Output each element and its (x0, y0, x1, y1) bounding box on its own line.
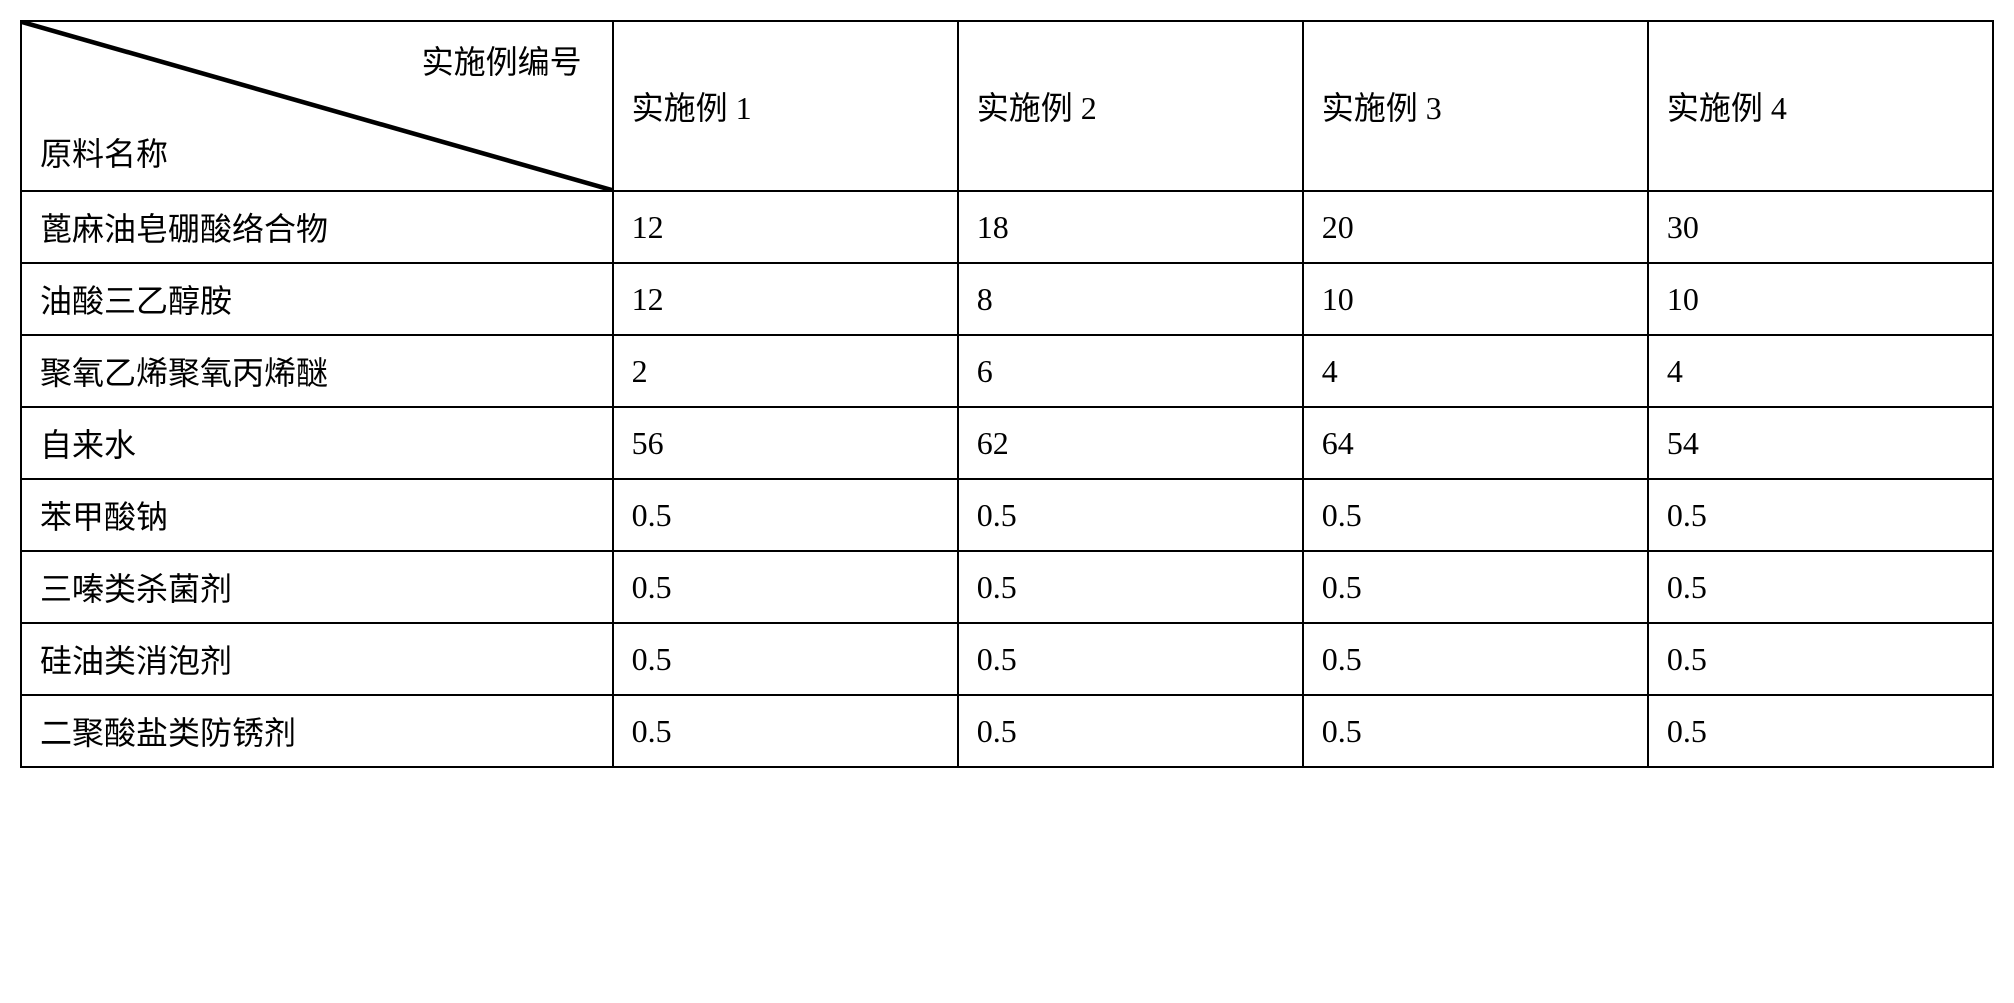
table-row: 油酸三乙醇胺 12 8 10 10 (21, 263, 1993, 335)
material-value: 0.5 (613, 479, 958, 551)
material-value: 12 (613, 191, 958, 263)
material-name: 蓖麻油皂硼酸络合物 (21, 191, 613, 263)
material-value: 0.5 (1303, 551, 1648, 623)
material-value: 8 (958, 263, 1303, 335)
material-value: 10 (1303, 263, 1648, 335)
material-name: 聚氧乙烯聚氧丙烯醚 (21, 335, 613, 407)
diagonal-container: 实施例编号 原料名称 (22, 22, 612, 190)
table-row: 硅油类消泡剂 0.5 0.5 0.5 0.5 (21, 623, 1993, 695)
material-value: 0.5 (958, 695, 1303, 767)
material-name: 三嗪类杀菌剂 (21, 551, 613, 623)
material-value: 0.5 (613, 695, 958, 767)
diagonal-header-cell: 实施例编号 原料名称 (21, 21, 613, 191)
material-value: 56 (613, 407, 958, 479)
material-value: 0.5 (1648, 695, 1993, 767)
material-value: 30 (1648, 191, 1993, 263)
material-name: 油酸三乙醇胺 (21, 263, 613, 335)
table-row: 蓖麻油皂硼酸络合物 12 18 20 30 (21, 191, 1993, 263)
table-row: 二聚酸盐类防锈剂 0.5 0.5 0.5 0.5 (21, 695, 1993, 767)
composition-table: 实施例编号 原料名称 实施例 1 实施例 2 实施例 3 实施例 4 蓖麻油皂硼… (20, 20, 1994, 768)
material-name: 苯甲酸钠 (21, 479, 613, 551)
material-value: 0.5 (958, 623, 1303, 695)
material-value: 4 (1303, 335, 1648, 407)
material-value: 0.5 (1303, 695, 1648, 767)
material-name: 自来水 (21, 407, 613, 479)
material-value: 0.5 (1648, 551, 1993, 623)
material-value: 0.5 (1648, 623, 1993, 695)
material-value: 54 (1648, 407, 1993, 479)
material-value: 62 (958, 407, 1303, 479)
material-value: 2 (613, 335, 958, 407)
table-row: 自来水 56 62 64 54 (21, 407, 1993, 479)
table-row: 苯甲酸钠 0.5 0.5 0.5 0.5 (21, 479, 1993, 551)
column-header: 实施例 2 (958, 21, 1303, 191)
header-row: 实施例编号 原料名称 实施例 1 实施例 2 实施例 3 实施例 4 (21, 21, 1993, 191)
material-value: 6 (958, 335, 1303, 407)
material-value: 0.5 (1303, 479, 1648, 551)
table-row: 三嗪类杀菌剂 0.5 0.5 0.5 0.5 (21, 551, 1993, 623)
material-value: 0.5 (1303, 623, 1648, 695)
material-name: 硅油类消泡剂 (21, 623, 613, 695)
table-row: 聚氧乙烯聚氧丙烯醚 2 6 4 4 (21, 335, 1993, 407)
material-value: 0.5 (958, 551, 1303, 623)
material-value: 18 (958, 191, 1303, 263)
column-header: 实施例 3 (1303, 21, 1648, 191)
column-header: 实施例 4 (1648, 21, 1993, 191)
material-value: 0.5 (958, 479, 1303, 551)
header-top-right-label: 实施例编号 (422, 37, 582, 83)
material-value: 4 (1648, 335, 1993, 407)
column-header: 实施例 1 (613, 21, 958, 191)
material-value: 20 (1303, 191, 1648, 263)
material-value: 0.5 (613, 623, 958, 695)
material-value: 0.5 (613, 551, 958, 623)
table-body: 蓖麻油皂硼酸络合物 12 18 20 30 油酸三乙醇胺 12 8 10 10 … (21, 191, 1993, 767)
material-value: 64 (1303, 407, 1648, 479)
material-value: 10 (1648, 263, 1993, 335)
header-bottom-left-label: 原料名称 (40, 129, 168, 175)
material-name: 二聚酸盐类防锈剂 (21, 695, 613, 767)
material-value: 12 (613, 263, 958, 335)
material-value: 0.5 (1648, 479, 1993, 551)
